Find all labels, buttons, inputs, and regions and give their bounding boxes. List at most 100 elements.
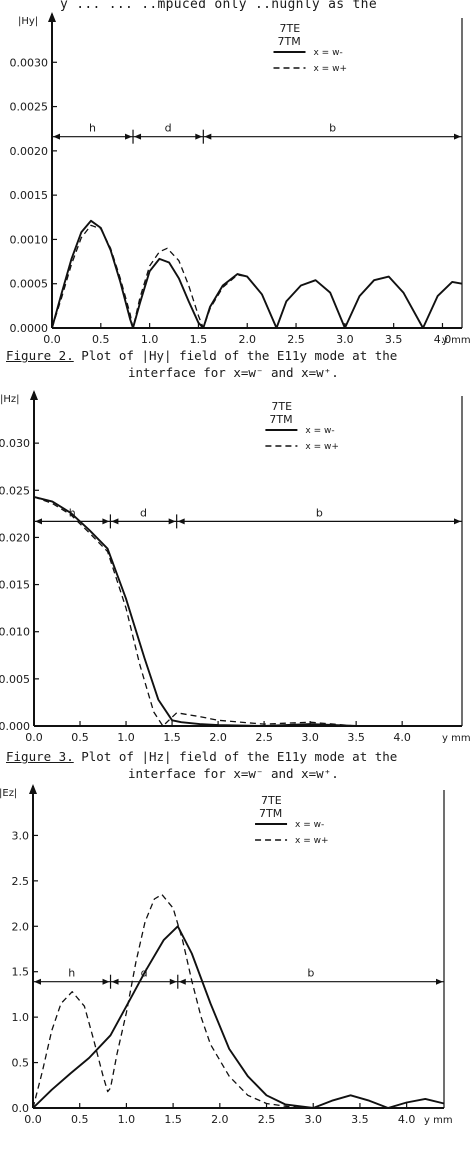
x-axis-label: y mm	[442, 733, 471, 744]
y-tick-label: 3.0	[12, 829, 30, 842]
legend-entry-w-plus: x = w+	[295, 836, 329, 846]
figure-2-text: Plot of |Hy| field of the E11y mode at t…	[73, 348, 398, 363]
legend-entry-w-plus: x = w+	[305, 442, 339, 452]
x-tick-label: 1.5	[164, 1113, 182, 1126]
y-tick-label: 0.015	[0, 579, 30, 592]
hz-field-chart: 0.000 0.005 0.010 0.015 0.020 0.025 0.030 0.0 0.…	[0, 386, 474, 746]
series-line-w-minus	[51, 219, 278, 329]
y-tick-label: 0.0010	[10, 233, 49, 246]
series-line-w-plus	[51, 224, 278, 329]
x-tick-label: 1.0	[118, 1113, 136, 1126]
y-tick-label: 0.0025	[10, 101, 49, 114]
legend-header-tm: 7TM	[278, 35, 301, 48]
region-arrowhead	[454, 518, 461, 525]
region-arrowhead	[125, 133, 133, 140]
series-line-w-minus	[32, 925, 445, 1109]
x-tick-label: 2.0	[209, 731, 227, 744]
legend-entry-w-plus: x = w+	[314, 64, 348, 74]
hy-chart-svg: 0.00000.00050.00100.00150.00200.00250.00…	[10, 12, 471, 346]
region-label-b: b	[316, 506, 323, 519]
region-label-d: d	[140, 506, 147, 519]
region-arrowhead	[177, 518, 185, 525]
figure-3-label: Figure 3.	[6, 749, 74, 764]
x-tick-label: 1.5	[163, 731, 181, 744]
region-arrowhead	[34, 978, 41, 985]
x-tick-label: 0.0	[43, 333, 61, 346]
x-tick-label: 4.0	[393, 731, 411, 744]
y-tick-label: 1.0	[12, 1011, 30, 1024]
ez-chart-svg: 0.0 0.5 1.0 1.5 2.0 2.5 3.0 0.0 0.5 1.0 1.5 2.0 2.5 3…	[0, 784, 453, 1126]
legend-header-te: 7TE	[271, 400, 292, 413]
x-tick-label: 0.0	[24, 1113, 42, 1126]
x-tick-label: 3.0	[301, 731, 319, 744]
y-tick-label: 0.030	[0, 437, 30, 450]
y-tick-label: 0.0020	[10, 145, 49, 158]
top-text-fragment: y ... ... ..mpuced only ..nugnly as the	[60, 0, 377, 12]
y-tick-label: 0.0	[12, 1102, 30, 1115]
y-axis-arrow	[48, 12, 56, 22]
x-tick-label: 4.0	[434, 333, 452, 346]
x-tick-label: 2.5	[258, 1113, 276, 1126]
x-axis-label: y mm	[424, 1115, 453, 1126]
y-tick-label: 0.0005	[10, 278, 49, 291]
region-arrowhead	[454, 133, 461, 140]
y-axis-label: |Hy|	[18, 16, 38, 27]
x-tick-label: 2.5	[287, 333, 305, 346]
y-tick-label: 2.0	[12, 920, 30, 933]
region-arrowhead	[169, 978, 177, 985]
y-tick-label: 0.025	[0, 484, 30, 497]
y-tick-label: 0.0000	[10, 322, 49, 335]
region-label-h: h	[68, 967, 75, 980]
legend-entry-w-minus: x = w-	[305, 426, 334, 436]
figure-2-text-line2: interface for x=w⁻ and x=w⁺.	[128, 365, 339, 380]
region-arrowhead	[111, 978, 119, 985]
figure-3-text: Plot of |Hz| field of the E11y mode at t…	[73, 749, 398, 764]
region-label-h: h	[69, 506, 76, 519]
hy-field-chart: 0.0000 0.0005 0.0010 0.0015 0.0020 0.0025 0.00…	[0, 8, 474, 353]
y-tick-label: 0.005	[0, 673, 30, 686]
region-arrowhead	[204, 133, 212, 140]
x-tick-label: 3.0	[336, 333, 354, 346]
x-tick-label: 1.0	[141, 333, 159, 346]
x-tick-label: 1.5	[190, 333, 208, 346]
x-tick-label: 0.0	[25, 731, 43, 744]
ez-field-chart: 0.0 0.5 1.0 1.5 2.0 2.5 3.0 0.0 0.5 1.0 1.5 2.0 2.5 3…	[0, 782, 474, 1153]
legend-entry-w-minus: x = w-	[295, 820, 324, 830]
x-tick-label: 4.0	[398, 1113, 416, 1126]
region-label-h: h	[89, 122, 96, 135]
figure-3-caption: Figure 3. Plot of |Hz| field of the E11y…	[0, 748, 474, 782]
region-arrowhead	[168, 518, 176, 525]
region-arrowhead	[35, 518, 42, 525]
y-tick-label: 0.5	[12, 1057, 30, 1070]
region-label-b: b	[307, 967, 314, 980]
x-tick-label: 3.5	[351, 1113, 369, 1126]
region-label-d: d	[165, 122, 172, 135]
y-tick-label: 0.0015	[10, 189, 49, 202]
x-tick-label: 1.0	[117, 731, 135, 744]
figure-2-caption: Figure 2. Plot of |Hy| field of the E11y…	[0, 347, 474, 381]
region-arrowhead	[436, 978, 443, 985]
region-arrowhead	[134, 133, 142, 140]
region-arrowhead	[195, 133, 203, 140]
x-tick-label: 3.5	[347, 731, 365, 744]
y-axis-label: |Ez|	[0, 788, 17, 799]
x-tick-label: 3.0	[304, 1113, 322, 1126]
y-tick-label: 0.010	[0, 626, 30, 639]
region-arrowhead	[178, 978, 186, 985]
series-line-w-minus	[275, 279, 346, 329]
x-axis-label: y mm	[442, 335, 471, 346]
y-tick-label: 2.5	[12, 875, 30, 888]
figure-2-label: Figure 2.	[6, 348, 74, 363]
legend-header-te: 7TE	[261, 794, 282, 807]
legend-header-te: 7TE	[280, 22, 301, 35]
legend-entry-w-minus: x = w-	[314, 48, 343, 58]
legend-header-tm: 7TM	[259, 807, 282, 820]
y-tick-label: 1.5	[12, 966, 30, 979]
series-line-w-minus	[344, 275, 424, 329]
hz-chart-svg: 0.000 0.005 0.010 0.015 0.020 0.025 0.030 0.0 0.…	[0, 390, 471, 744]
x-tick-label: 2.5	[255, 731, 273, 744]
series-line-w-minus	[33, 495, 357, 727]
y-tick-label: 0.020	[0, 531, 30, 544]
series-line-w-plus	[33, 496, 357, 727]
legend-header-tm: 7TM	[269, 413, 292, 426]
